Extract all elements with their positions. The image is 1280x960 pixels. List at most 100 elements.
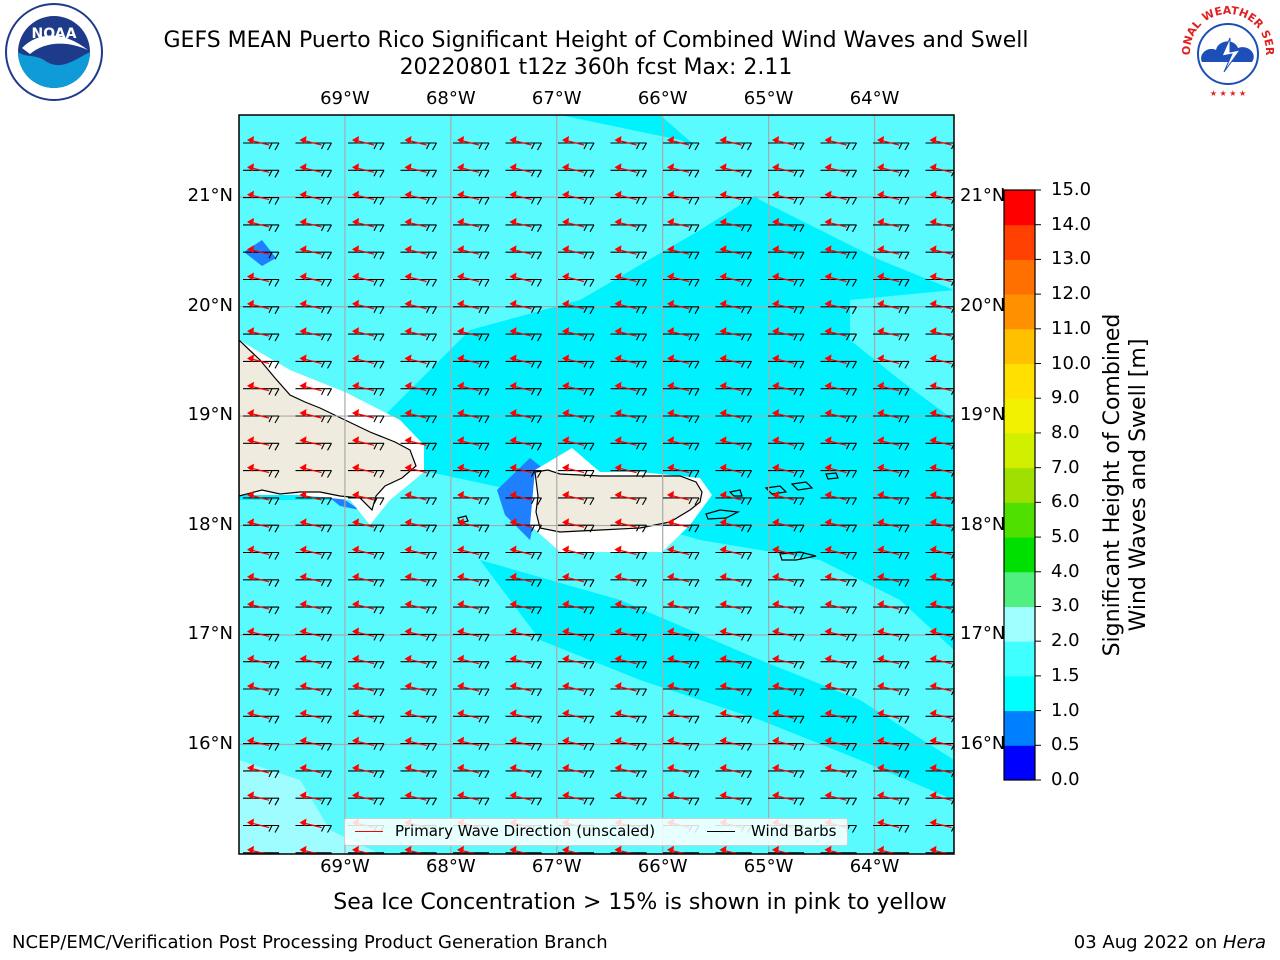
wind-barb-flag <box>537 606 542 615</box>
wind-barb-flag <box>321 688 325 696</box>
lat-label-left: 17°N <box>187 623 233 645</box>
wave-direction-arrowhead <box>667 436 674 445</box>
wind-barb-flag <box>904 470 910 478</box>
wind-barb-flag <box>373 743 378 750</box>
wind-barb-flag <box>636 415 640 423</box>
wind-barb-flag <box>951 524 954 532</box>
wind-barb-flag <box>583 524 588 532</box>
wave-direction-arrowhead <box>614 490 622 499</box>
colorbar-segment <box>1004 398 1035 434</box>
wind-barb-flag <box>636 279 640 286</box>
wind-barb-flag <box>688 797 693 805</box>
wind-barb-flag <box>531 306 535 314</box>
wave-direction-arrowhead <box>247 845 254 854</box>
lon-label-bottom: 67°W <box>531 856 582 877</box>
wind-barb-flag <box>688 224 693 232</box>
wind-barb-flag <box>898 361 903 368</box>
wind-barb-flag <box>531 770 535 778</box>
wind-barb-flag <box>904 224 910 233</box>
wave-direction-arrowhead <box>509 736 517 745</box>
wind-barb-flag <box>793 524 798 532</box>
wave-direction-arrowhead <box>877 763 884 772</box>
wind-barb-flag <box>537 251 542 260</box>
colorbar-tick-label: 12.0 <box>1051 283 1092 305</box>
wave-direction-arrowhead <box>247 381 254 390</box>
wave-direction-arrowhead <box>772 381 779 390</box>
wave-direction-arrowhead <box>509 791 517 800</box>
wind-barb-flag <box>799 797 805 806</box>
wind-barb-flag <box>327 552 332 560</box>
wind-barb-flag <box>432 224 437 233</box>
wave-direction-arrowhead <box>667 627 674 636</box>
wind-barb-flag <box>537 224 542 233</box>
wind-barb-flag <box>484 716 490 724</box>
wind-barb-flag <box>793 197 798 204</box>
wave-direction-arrowhead <box>824 600 832 609</box>
wind-barb-flag <box>478 634 483 641</box>
wind-barb-flag <box>747 606 752 615</box>
wind-barb-flag <box>321 170 325 177</box>
wind-barb-flag <box>537 279 542 287</box>
wind-barb-flag <box>904 197 910 205</box>
wind-barb-flag <box>799 388 805 396</box>
light-swell-region-northeast <box>660 115 954 290</box>
wind-barb-flag <box>373 770 378 778</box>
wave-direction-arrowhead <box>509 518 517 527</box>
svg-text:NOAA: NOAA <box>32 26 77 42</box>
wind-barb-flag <box>327 743 332 751</box>
wind-barb-flag <box>268 497 273 505</box>
wind-barb-flag <box>379 497 385 506</box>
wind-barb-flag <box>636 552 640 559</box>
wave-direction-arrowhead <box>352 709 359 718</box>
wind-barb-flag <box>642 251 647 260</box>
wave-direction-arrowhead <box>824 627 832 636</box>
wave-direction-arrowhead <box>247 136 254 144</box>
wind-barb-flag <box>951 606 954 614</box>
wave-direction-arrowhead <box>614 409 622 417</box>
wave-direction-arrowhead <box>667 736 674 745</box>
wind-barb-flag <box>589 388 595 396</box>
wind-barb-flag <box>846 470 850 477</box>
wind-barb-flag <box>958 826 962 833</box>
wind-barb-flag <box>537 333 542 342</box>
wind-barb-flag <box>426 306 430 314</box>
wind-barb-flag <box>373 688 378 696</box>
wind-barb-flag <box>478 415 483 423</box>
wave-direction-arrowhead <box>562 136 569 144</box>
wind-barb-flag <box>327 361 332 369</box>
wind-barb-flag <box>478 361 483 368</box>
wind-barb-flag <box>274 333 280 342</box>
wave-direction-arrowhead <box>719 463 727 472</box>
wave-direction-arrowhead <box>877 791 884 800</box>
wind-barb-flag <box>426 606 430 614</box>
wind-barb-flag <box>432 606 437 615</box>
wind-barb-flag <box>846 415 850 423</box>
wave-direction-arrowhead <box>457 845 464 854</box>
wave-direction-arrowhead <box>457 490 464 499</box>
wave-direction-arrowhead <box>562 354 569 363</box>
wind-barb-flag <box>793 224 798 232</box>
wave-direction-arrowhead <box>404 217 412 226</box>
wind-barb-flag <box>958 689 962 696</box>
wind-barb-flag <box>583 743 588 750</box>
wind-barb-flag <box>379 634 385 642</box>
wind-barb-flag <box>426 552 430 559</box>
wind-barb-flag <box>583 333 588 341</box>
wind-barb-flag <box>426 197 430 204</box>
wind-barb-flag <box>484 688 490 697</box>
wind-barb-flag <box>846 224 850 232</box>
wave-direction-arrowhead <box>457 163 464 172</box>
wind-barb-flag <box>268 170 273 177</box>
wind-barb-flag <box>951 170 954 177</box>
wave-direction-arrowhead <box>614 682 622 690</box>
wind-barb-flag <box>274 197 280 205</box>
wind-barb-flag <box>274 251 280 260</box>
wind-barb-flag <box>793 688 798 696</box>
wind-barb-flag <box>426 579 430 587</box>
wind-barb-flag <box>958 334 962 341</box>
wind-barb-flag <box>484 470 490 478</box>
wave-direction-arrowhead <box>509 299 517 308</box>
wind-barb-flag <box>898 170 903 177</box>
wind-barb-flag <box>904 661 910 669</box>
colorbar-segment <box>1004 328 1035 365</box>
